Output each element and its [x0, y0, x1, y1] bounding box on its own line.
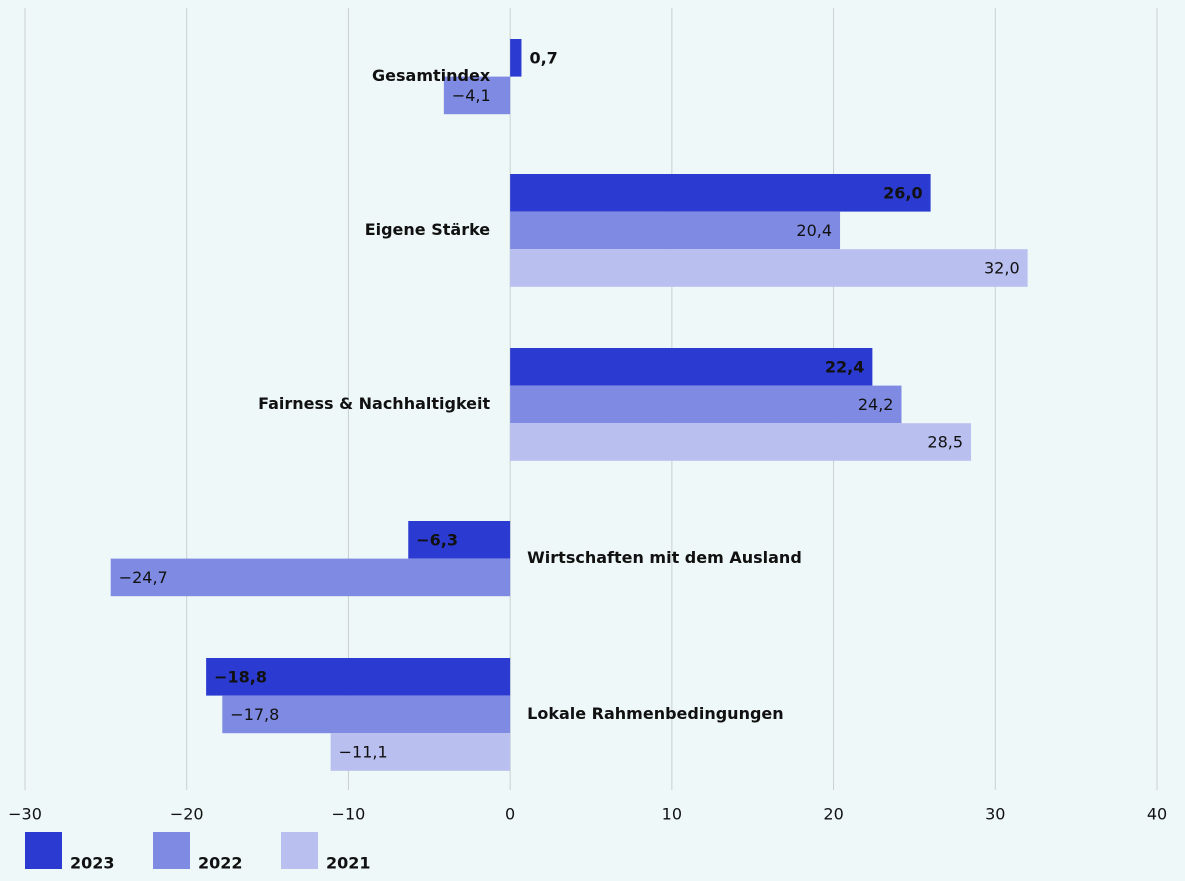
legend-label: 2023	[70, 854, 115, 873]
x-tick-label: 30	[985, 805, 1005, 824]
bar	[510, 249, 1028, 287]
value-label: 28,5	[927, 433, 963, 452]
legend-swatch	[281, 832, 318, 869]
bar	[510, 385, 902, 424]
legend-swatch	[153, 832, 190, 869]
bar	[510, 211, 841, 250]
value-label: 26,0	[883, 183, 922, 202]
value-label: −11,1	[339, 743, 388, 762]
category-label: Gesamtindex	[372, 66, 491, 85]
bar	[330, 733, 511, 771]
category-label: Lokale Rahmenbedingungen	[527, 704, 784, 723]
x-tick-label: 10	[662, 805, 682, 824]
category-label: Eigene Stärke	[365, 220, 491, 239]
bar	[408, 521, 511, 559]
value-label: −24,7	[119, 568, 168, 587]
bar	[222, 695, 511, 734]
bar	[510, 39, 522, 77]
x-tick-label: 0	[505, 805, 515, 824]
bar	[510, 348, 873, 386]
value-label: −4,1	[452, 86, 491, 105]
value-label: 0,7	[529, 48, 557, 67]
bar	[443, 76, 511, 115]
value-label: 32,0	[984, 259, 1020, 278]
category-label: Fairness & Nachhaltigkeit	[258, 394, 490, 413]
bar	[206, 658, 511, 696]
x-tick-label: 40	[1147, 805, 1167, 824]
x-tick-label: −30	[8, 805, 42, 824]
x-tick-label: 20	[823, 805, 843, 824]
bar	[510, 423, 972, 461]
legend-swatch	[25, 832, 62, 869]
bar	[510, 174, 931, 212]
legend-label: 2022	[198, 854, 243, 873]
value-label: 24,2	[858, 395, 894, 414]
category-label: Wirtschaften mit dem Ausland	[527, 548, 802, 567]
value-label: −6,3	[416, 530, 458, 549]
value-label: 20,4	[796, 221, 832, 240]
value-label: −17,8	[230, 705, 279, 724]
bar	[110, 558, 511, 597]
x-tick-label: −10	[332, 805, 366, 824]
value-label: −18,8	[214, 667, 267, 686]
x-tick-label: −20	[170, 805, 204, 824]
value-label: 22,4	[825, 357, 864, 376]
legend-label: 2021	[326, 854, 371, 873]
